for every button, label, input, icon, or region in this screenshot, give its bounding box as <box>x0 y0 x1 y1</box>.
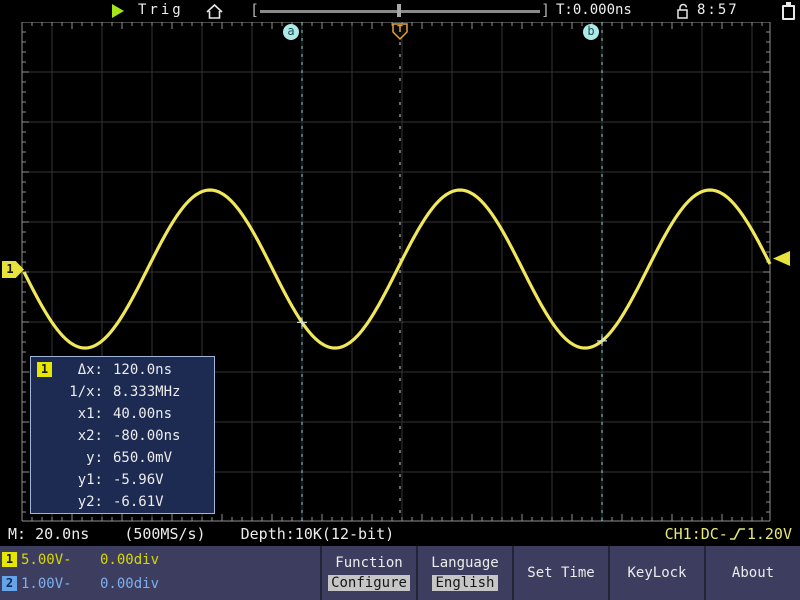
measure-value: -6.61V <box>113 494 164 510</box>
measure-value: -80.00ns <box>113 428 181 444</box>
trigger-time-offset: T:0.000ns <box>556 2 632 18</box>
run-state-icon[interactable] <box>112 4 124 18</box>
measure-row-x1: x1: 40.00ns <box>31 403 214 425</box>
measure-value: 650.0mV <box>113 450 173 466</box>
menu-item-set-time[interactable]: Set Time <box>512 546 608 600</box>
ch2-status-row[interactable]: 2 1.00V- 0.00div <box>0 573 320 595</box>
measure-label: y2: <box>77 494 103 510</box>
menu-item-selected-option[interactable]: English <box>432 575 498 592</box>
battery-icon <box>782 2 795 20</box>
menu-item-selected-option[interactable]: Configure <box>328 575 410 592</box>
measure-value: 120.0ns <box>113 362 173 378</box>
menu-item-function-configure[interactable]: Function Configure <box>320 546 416 600</box>
ch1-zero-level-marker[interactable]: 1 <box>2 261 24 278</box>
trig-status-label: Trig <box>138 2 184 18</box>
menu-item-label: About <box>731 565 775 581</box>
trigger-level-readout: 1.20V <box>746 525 792 543</box>
graticule-grid <box>22 22 770 521</box>
measure-label: y1: <box>77 472 103 488</box>
unlocked-padlock-icon[interactable] <box>676 3 691 19</box>
softkey-menu-bar: 1 5.00V- 0.00div 2 1.00V- 0.00div Functi… <box>0 546 800 600</box>
trigger-settings-readout: CH1:DC- 1.20V <box>665 522 792 546</box>
measure-row-y: y: 650.0mV <box>31 447 214 469</box>
measure-row-y1: y1: -5.96V <box>31 469 214 491</box>
timebase-readout: M: 20.0ns <box>8 525 90 543</box>
menu-item-top-label: Language <box>431 554 499 571</box>
trigger-source-label: CH1:DC- <box>664 525 728 543</box>
measure-label: Δx: <box>77 362 103 378</box>
graticule-rulers <box>21 21 771 522</box>
measure-value: 40.00ns <box>113 406 173 422</box>
measure-row-1overx: 1/x: 8.333MHz <box>31 381 214 403</box>
top-status-bar: Trig [ ] T:0.000ns 8:57 <box>0 0 800 22</box>
ch1-badge[interactable]: 1 <box>2 552 17 567</box>
ch2-position: 0.00div <box>100 576 160 592</box>
measure-label: x2: <box>77 428 103 444</box>
measure-value: -5.96V <box>113 472 164 488</box>
ch2-volts-per-div: 1.00V- <box>21 576 72 592</box>
hposition-track-right-bracket: ] <box>541 1 551 19</box>
rising-edge-icon <box>729 528 745 540</box>
menu-item-about[interactable]: About <box>704 546 800 600</box>
measure-label: x1: <box>77 406 103 422</box>
menu-item-label: Set Time <box>527 565 595 581</box>
cursor-b-handle[interactable]: b <box>583 24 599 40</box>
hposition-track-left-bracket: [ <box>250 1 260 19</box>
record-depth-readout: Depth:10K(12-bit) <box>240 525 395 543</box>
measure-label: 1/x: <box>69 384 103 400</box>
trigger-marker-letter: T <box>397 24 403 35</box>
measure-label: y: <box>86 450 103 466</box>
ch1-position: 0.00div <box>100 552 160 568</box>
home-icon[interactable] <box>204 2 225 20</box>
measure-row-x2: x2: -80.00ns <box>31 425 214 447</box>
trigger-position-marker[interactable]: T <box>391 23 409 41</box>
menu-item-top-label: Function <box>335 554 403 571</box>
measure-value: 8.333MHz <box>113 384 181 400</box>
ch1-waveform <box>22 188 772 350</box>
ch1-volts-per-div: 5.00V- <box>21 552 72 568</box>
cursor-wave-intersections <box>297 317 607 346</box>
ch2-badge[interactable]: 2 <box>2 576 17 591</box>
hposition-slider-thumb[interactable] <box>397 4 401 17</box>
clock-time: 8:57 <box>697 2 739 18</box>
measure-row-y2: y2: -6.61V <box>31 491 214 513</box>
menu-item-keylock[interactable]: KeyLock <box>608 546 704 600</box>
menu-item-label: KeyLock <box>627 565 687 581</box>
measure-row-dx: Δx: 120.0ns <box>31 359 214 381</box>
cursor-a-handle[interactable]: a <box>283 24 299 40</box>
acquisition-status-bar: M: 20.0ns (500MS/s) Depth:10K(12-bit) CH… <box>0 522 800 546</box>
ch1-status-row[interactable]: 1 5.00V- 0.00div <box>0 549 320 571</box>
sample-rate-readout: (500MS/s) <box>124 525 206 543</box>
cursor-channel-badge: 1 <box>37 362 52 377</box>
menu-item-language[interactable]: Language English <box>416 546 512 600</box>
cursor-measurement-panel: 1 Δx: 120.0ns 1/x: 8.333MHz x1: 40.00ns … <box>30 356 215 514</box>
